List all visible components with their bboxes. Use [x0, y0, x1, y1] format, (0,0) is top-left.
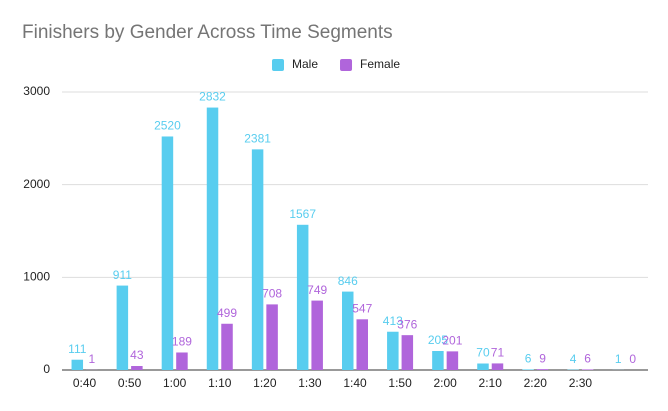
data-label: 911 — [113, 268, 132, 282]
bar — [176, 352, 188, 370]
bar — [311, 300, 323, 370]
bar — [432, 351, 444, 370]
x-tick-label: 2:20 — [524, 376, 548, 390]
x-tick-label: 1:40 — [343, 376, 367, 390]
bar — [131, 366, 143, 370]
data-label: 9 — [539, 351, 546, 365]
data-label: 1 — [615, 352, 622, 366]
bar — [221, 323, 233, 370]
y-tick-label: 0 — [43, 362, 50, 376]
data-label: 71 — [491, 346, 505, 360]
bar — [387, 331, 399, 370]
y-tick-label: 3000 — [23, 84, 50, 98]
bar — [266, 304, 278, 370]
data-label: 201 — [442, 334, 462, 348]
x-tick-label: 1:10 — [208, 376, 232, 390]
bar — [581, 369, 594, 370]
x-tick-label: 0:50 — [118, 376, 142, 390]
bar — [477, 363, 489, 370]
legend-label: Male — [292, 57, 318, 71]
data-label: 376 — [397, 317, 417, 331]
y-tick-label: 1000 — [23, 270, 50, 284]
bar — [522, 369, 534, 370]
data-label: 4 — [570, 352, 577, 366]
data-label: 2520 — [154, 119, 181, 133]
data-label: 6 — [584, 352, 591, 366]
x-tick-label: 2:00 — [433, 376, 457, 390]
data-label: 6 — [525, 352, 532, 366]
legend-swatch — [272, 59, 284, 71]
x-tick-label: 1:00 — [163, 376, 187, 390]
data-label: 0 — [629, 352, 636, 366]
data-label: 708 — [262, 287, 282, 301]
x-tick-label: 1:50 — [388, 376, 412, 390]
bar — [536, 369, 549, 370]
data-label: 2832 — [199, 90, 226, 104]
data-label: 189 — [172, 335, 192, 349]
data-label: 413 — [383, 314, 403, 328]
bar — [446, 351, 459, 370]
bar — [116, 285, 129, 370]
data-label: 43 — [130, 348, 144, 362]
data-label: 1 — [88, 352, 95, 366]
bar — [161, 136, 174, 370]
data-label: 111 — [68, 342, 87, 356]
y-tick-label: 2000 — [23, 177, 50, 191]
bar — [71, 359, 84, 370]
legend-swatch — [340, 59, 353, 71]
data-label: 749 — [307, 283, 327, 297]
data-label: 1567 — [289, 207, 316, 221]
bar — [206, 107, 219, 371]
data-label: 846 — [338, 274, 358, 288]
data-label: 547 — [352, 301, 372, 315]
x-tick-label: 1:20 — [253, 376, 277, 390]
x-tick-label: 2:10 — [479, 376, 503, 390]
data-label: 2381 — [244, 132, 271, 146]
x-tick-label: 1:30 — [298, 376, 322, 390]
data-label: 499 — [217, 306, 237, 320]
x-tick-label: 2:30 — [569, 376, 593, 390]
data-label: 205 — [428, 333, 448, 347]
bar — [251, 149, 264, 370]
x-tick-label: 0:40 — [73, 376, 97, 390]
legend-label: Female — [360, 57, 400, 71]
bar — [491, 363, 504, 370]
bar — [401, 335, 414, 370]
bar — [296, 224, 309, 370]
bar — [356, 319, 368, 370]
bar — [342, 291, 354, 370]
data-label: 70 — [476, 346, 490, 360]
chart-title: Finishers by Gender Across Time Segments — [22, 22, 393, 43]
